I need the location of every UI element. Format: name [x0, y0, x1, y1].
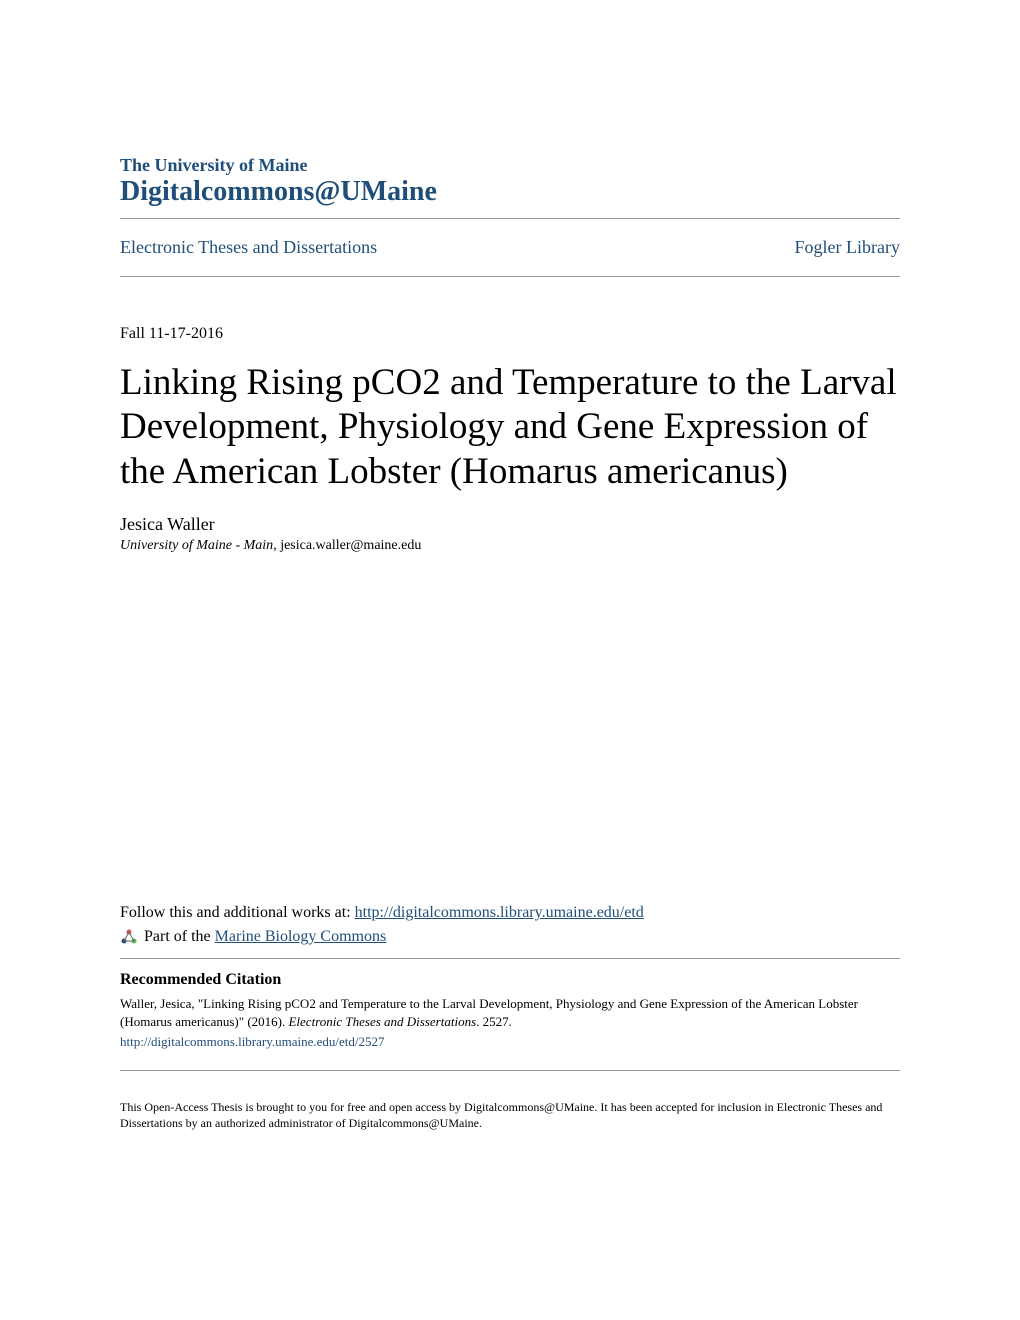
- follow-section: Follow this and additional works at: htt…: [120, 904, 900, 946]
- follow-url-link[interactable]: http://digitalcommons.library.umaine.edu…: [355, 904, 644, 921]
- citation-url-link[interactable]: http://digitalcommons.library.umaine.edu…: [120, 1034, 900, 1050]
- affiliation-email: , jesica.waller@maine.edu: [273, 538, 421, 553]
- part-of-prefix: Part of the: [144, 928, 215, 945]
- collection-link[interactable]: Electronic Theses and Dissertations: [120, 237, 377, 258]
- institution-name: The University of Maine: [120, 155, 900, 176]
- commons-link[interactable]: Marine Biology Commons: [215, 928, 387, 945]
- institution-header: The University of Maine Digitalcommons@U…: [120, 155, 900, 208]
- header-divider-bottom: [120, 276, 900, 277]
- author-name: Jesica Waller: [120, 514, 900, 535]
- citation-divider-bottom: [120, 1070, 900, 1071]
- part-of-text: Part of the Marine Biology Commons: [144, 928, 386, 946]
- author-affiliation: University of Maine - Main, jesica.walle…: [120, 538, 900, 554]
- affiliation-institution: University of Maine - Main: [120, 538, 273, 553]
- page-content: The University of Maine Digitalcommons@U…: [0, 0, 1020, 1192]
- library-link[interactable]: Fogler Library: [795, 237, 900, 258]
- publication-date: Fall 11-17-2016: [120, 325, 900, 343]
- follow-prefix: Follow this and additional works at:: [120, 904, 355, 921]
- breadcrumb-row: Electronic Theses and Dissertations Fogl…: [120, 227, 900, 268]
- part-of-row: Part of the Marine Biology Commons: [120, 928, 900, 946]
- citation-divider-top: [120, 958, 900, 959]
- citation-heading: Recommended Citation: [120, 971, 900, 989]
- citation-part2: . 2527.: [476, 1014, 512, 1029]
- paper-title: Linking Rising pCO2 and Temperature to t…: [120, 361, 900, 494]
- citation-section: Recommended Citation Waller, Jesica, "Li…: [120, 971, 900, 1049]
- header-divider-top: [120, 218, 900, 219]
- citation-series: Electronic Theses and Dissertations: [288, 1014, 476, 1029]
- follow-text: Follow this and additional works at: htt…: [120, 904, 900, 922]
- repository-name[interactable]: Digitalcommons@UMaine: [120, 176, 900, 208]
- citation-text: Waller, Jesica, "Linking Rising pCO2 and…: [120, 995, 900, 1031]
- network-icon: [120, 928, 138, 946]
- footer-text: This Open-Access Thesis is brought to yo…: [120, 1099, 900, 1133]
